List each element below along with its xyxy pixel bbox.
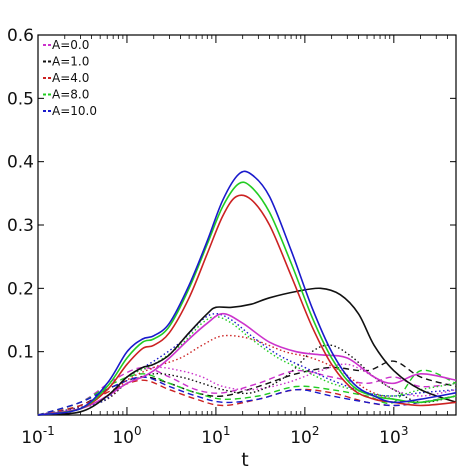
- series-line-dotted: [37, 363, 457, 416]
- x-tick-label: 101: [201, 424, 230, 448]
- series-line-solid: [37, 287, 457, 416]
- series-line-dashed: [37, 369, 457, 416]
- x-tick-exponent: 2: [312, 424, 320, 438]
- series-layer: [37, 170, 457, 416]
- x-tick-label: 102: [290, 424, 319, 448]
- x-tick-label: 103: [379, 424, 408, 448]
- y-tick-label: 0.1: [7, 343, 34, 363]
- series-line-solid: [37, 312, 457, 416]
- x-axis-label: t: [241, 449, 248, 471]
- y-tick-label: 0.4: [7, 153, 34, 173]
- series-line-dashed: [37, 366, 457, 416]
- series-line-solid: [37, 181, 457, 416]
- x-tick-exponent: 1: [223, 424, 231, 438]
- x-tick-base: 10: [379, 428, 401, 448]
- y-tick-label: 0.2: [7, 279, 34, 299]
- legend-label: A=8.0: [52, 88, 89, 102]
- y-axis: 0.1 0.2 0.3 0.4 0.5 0.6: [7, 26, 456, 363]
- x-tick-exponent: 0: [134, 424, 142, 438]
- y-tick-label: 0.3: [7, 216, 34, 236]
- legend-label: A=4.0: [52, 71, 89, 85]
- legend-label: A=0.0: [52, 38, 89, 52]
- x-tick-base: 10: [290, 428, 312, 448]
- series-line-dashed: [37, 376, 457, 416]
- y-tick-label: 0.5: [7, 89, 34, 109]
- legend: A=0.0 A=1.0 A=4.0 A=8.0 A=10.0: [43, 38, 97, 118]
- x-tick-label: 100: [112, 424, 141, 448]
- x-tick-label: 10-1: [21, 424, 55, 448]
- x-tick-base: 10: [21, 428, 43, 448]
- x-tick-base: 10: [112, 428, 134, 448]
- series-line-solid: [37, 170, 457, 416]
- plot-frame: [37, 34, 457, 416]
- legend-label: A=10.0: [52, 104, 97, 118]
- x-tick-exponent: -1: [43, 424, 55, 438]
- y-tick-label: 0.6: [7, 26, 34, 46]
- series-line-solid: [37, 194, 457, 416]
- x-tick-exponent: 3: [401, 424, 409, 438]
- legend-label: A=1.0: [52, 55, 89, 69]
- x-tick-base: 10: [201, 428, 223, 448]
- series-line-dotted: [37, 344, 457, 416]
